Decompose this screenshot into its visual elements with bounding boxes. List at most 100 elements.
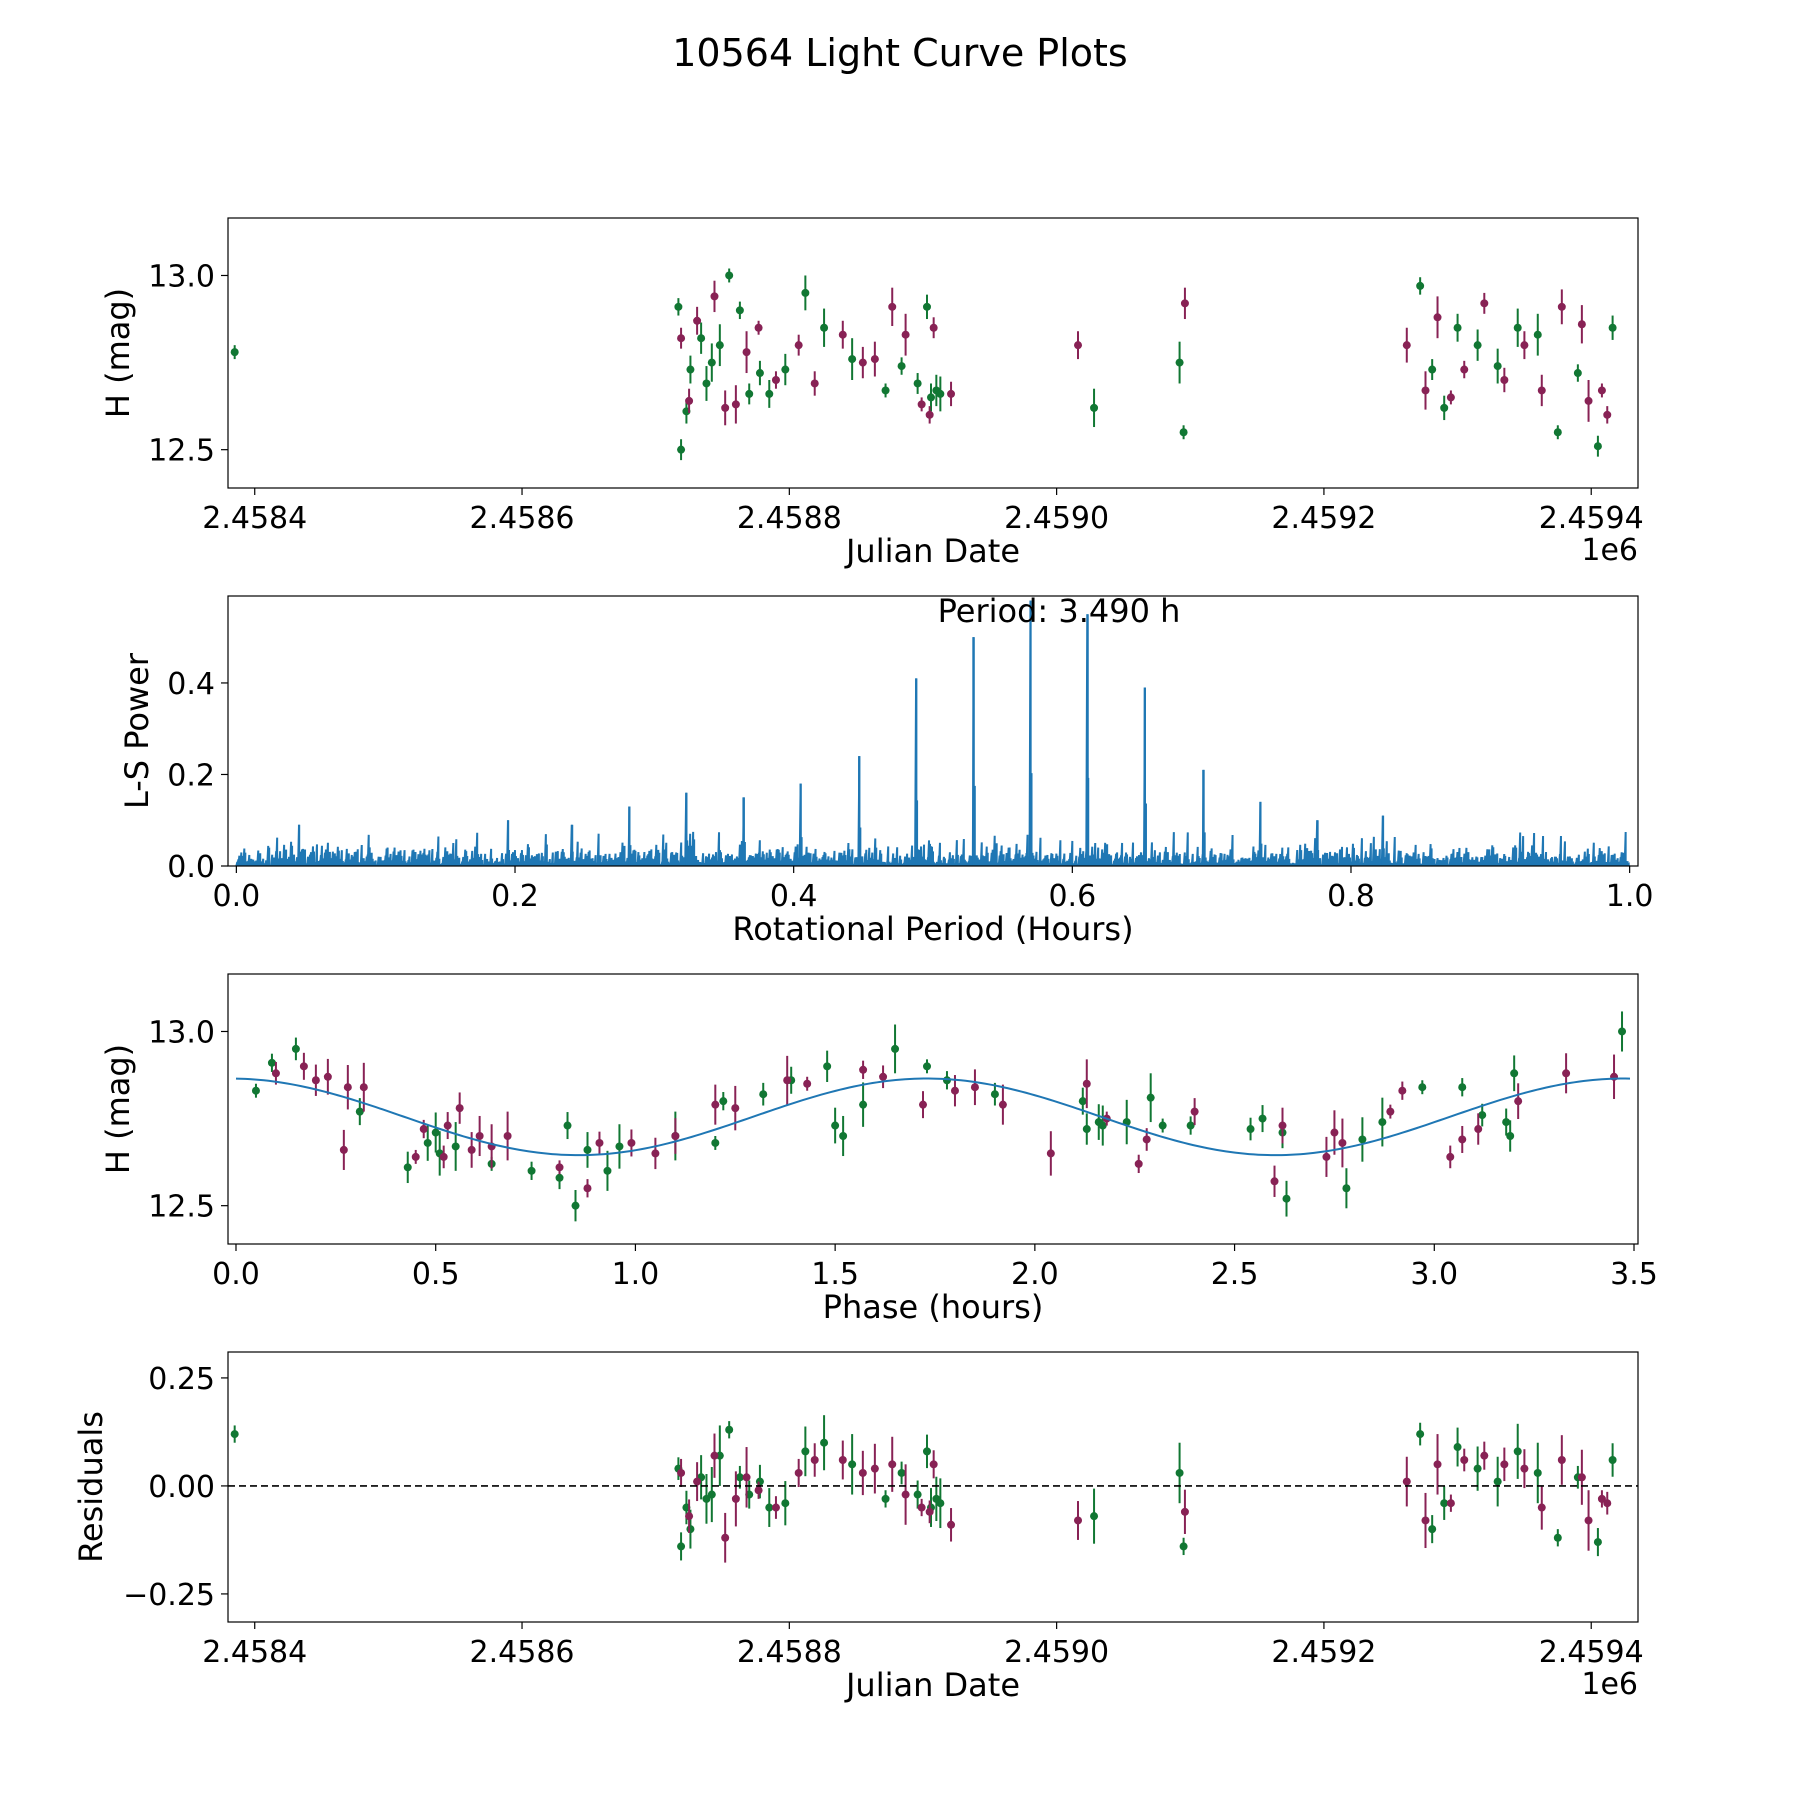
residuals-xtick-label: 2.4592 [1271,1635,1376,1670]
phased-point-magenta [1134,1159,1143,1168]
lightcurve-point-magenta [858,358,867,367]
phased-point-magenta [555,1163,564,1172]
lightcurve-point-green [707,358,716,367]
residuals-point-magenta [1460,1456,1469,1464]
phased-point-green [1342,1184,1351,1193]
phased-point-magenta [970,1083,979,1092]
phased-point-magenta [731,1104,740,1113]
residuals-point-magenta [925,1507,934,1516]
lightcurve-point-green [897,362,906,371]
residuals-point-magenta [1500,1460,1509,1469]
lightcurve-point-magenta [929,323,938,332]
lightcurve-point-green [1513,323,1522,332]
phased-point-magenta [711,1100,720,1109]
phased-point-green [1146,1093,1155,1102]
phased-point-magenta [503,1132,512,1140]
phased-point-magenta [1190,1107,1199,1116]
residuals-point-magenta [742,1473,751,1482]
residuals-xtick-label: 2.4588 [737,1635,842,1670]
residuals-point-green [1175,1468,1184,1477]
residuals-point-green [1513,1447,1522,1456]
periodogram-xtick-label: 0.0 [213,879,261,914]
phased-point-magenta [1398,1086,1407,1095]
phased-point-green [267,1058,276,1067]
residuals-point-magenta [1537,1503,1546,1512]
phased-point-magenta [411,1152,420,1161]
phased-axes-frame [227,973,1639,1245]
residuals-point-magenta [1446,1499,1455,1508]
phased-point-magenta [1322,1152,1331,1161]
lightcurve-point-magenta [1597,386,1606,395]
residuals-point-green [1473,1464,1482,1473]
lightcurve-point-magenta [1500,376,1509,384]
phased-point-magenta [1270,1177,1279,1186]
phased-plot-area [235,1011,1631,1222]
phased-point-magenta [1330,1128,1339,1137]
phased-point-magenta [803,1079,812,1088]
residuals-point-green [1553,1533,1562,1542]
lightcurve-point-magenta [870,355,879,364]
phased-point-green [839,1132,848,1140]
residuals-point-green [1416,1430,1425,1439]
lightcurve-point-green [1453,323,1462,332]
phased-ticks: 0.0 0.5 1.0 1.5 2.0 2.5 3.0 3.5 12.5 13.0 [148,1015,1658,1292]
phased-point-magenta [627,1138,636,1147]
lightcurve-point-green [697,334,706,343]
residuals-point-green [1493,1477,1502,1486]
phased-point-green [1358,1135,1367,1144]
lightcurve-point-green [1090,403,1099,412]
lightcurve-point-green [725,271,734,280]
phased-point-magenta [671,1132,680,1140]
phased-point-green [859,1100,868,1109]
phased-point-green [615,1142,624,1151]
phased-point-green [1506,1132,1515,1140]
residuals-point-magenta [1557,1456,1566,1464]
phased-xtick-label: 1.0 [612,1257,660,1292]
residuals-ylabel: Residuals [72,1411,110,1563]
lightcurve-point-magenta [1180,299,1189,308]
residuals-point-magenta [901,1490,910,1499]
lightcurve-point-magenta [1577,320,1586,329]
phased-point-green [1618,1027,1627,1036]
phased-point-magenta [323,1072,332,1081]
residuals-ytick-label: 0.00 [148,1470,215,1505]
phased-xtick-label: 3.0 [1410,1257,1458,1292]
residuals-point-magenta [685,1512,694,1521]
residuals-point-magenta [1074,1516,1083,1525]
lightcurve-xlabel: Julian Date [844,532,1020,570]
phased-point-green [251,1086,260,1095]
periodogram-axes-frame [227,595,1639,867]
phased-point-magenta [1474,1125,1483,1134]
phased-point-green [527,1166,536,1175]
phased-point-magenta [467,1145,476,1154]
residuals-xtick-label: 2.4584 [202,1635,307,1670]
phased-point-magenta [443,1121,452,1130]
lightcurve-point-magenta [810,379,819,388]
lightcurve-point-green [1533,330,1542,339]
lightcurve-point-magenta [901,330,910,339]
phased-xtick-label: 0.5 [412,1257,460,1292]
lightcurve-axes-frame [227,217,1639,489]
lightcurve-point-green [1493,362,1502,371]
periodogram-xtick-label: 1.0 [1606,879,1654,914]
phased-point-magenta [595,1138,604,1147]
residuals-point-green [755,1477,764,1486]
phased-xtick-label: 0.0 [212,1257,260,1292]
lightcurve-point-green [1440,403,1449,412]
residuals-point-green [1090,1512,1099,1521]
residuals-point-magenta [1480,1451,1489,1460]
residuals-point-magenta [731,1494,740,1503]
periodogram-ytick-label: 0.4 [167,667,215,702]
phased-point-magenta [1046,1149,1055,1158]
lightcurve-point-magenta [1537,386,1546,395]
lightcurve-point-magenta [754,323,763,332]
phased-panel: 0.0 0.5 1.0 1.5 2.0 2.5 3.0 3.5 12.5 13.0 Phase (… [99,973,1658,1326]
phased-point-magenta [271,1069,280,1078]
residuals-point-green [1440,1499,1449,1508]
residuals-point-green [936,1499,945,1508]
residuals-point-magenta [1577,1473,1586,1482]
phased-point-green [1282,1194,1291,1203]
lightcurve-point-magenta [1433,313,1442,322]
periodogram-panel: 0.0 0.2 0.4 0.6 0.8 1.0 0.0 0.2 0.4 Period: 3.49… [118,592,1653,948]
phased-xtick-label: 1.5 [811,1257,859,1292]
